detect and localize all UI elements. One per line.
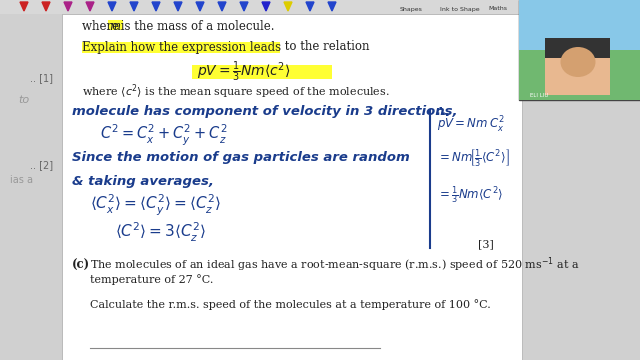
Polygon shape xyxy=(130,2,138,11)
Polygon shape xyxy=(284,2,292,11)
Ellipse shape xyxy=(561,47,595,77)
Text: $= \frac{1}{3}Nm\langle C^2\rangle$: $= \frac{1}{3}Nm\langle C^2\rangle$ xyxy=(437,184,503,206)
Text: [3]: [3] xyxy=(478,239,494,249)
Polygon shape xyxy=(108,2,116,11)
Polygon shape xyxy=(328,2,336,11)
Text: ELI LIU: ELI LIU xyxy=(530,93,548,98)
Text: & taking averages,: & taking averages, xyxy=(72,175,214,189)
Text: $\langle C_x^2 \rangle = \langle C_y^2 \rangle = \langle C_z^2 \rangle$: $\langle C_x^2 \rangle = \langle C_y^2 \… xyxy=(90,193,221,217)
Bar xyxy=(192,65,332,79)
Bar xyxy=(62,14,522,360)
Text: Shapes: Shapes xyxy=(400,6,423,12)
Bar xyxy=(0,0,640,14)
Polygon shape xyxy=(262,2,270,11)
Bar xyxy=(545,38,610,58)
Polygon shape xyxy=(196,2,204,11)
Text: (c): (c) xyxy=(72,258,90,271)
Polygon shape xyxy=(152,2,160,11)
Polygon shape xyxy=(306,2,314,11)
Polygon shape xyxy=(42,2,50,11)
Text: ∴.: ∴. xyxy=(435,105,450,119)
Text: to: to xyxy=(18,95,29,105)
Text: Maths: Maths xyxy=(488,6,507,12)
Bar xyxy=(82,42,280,53)
Bar xyxy=(545,40,610,95)
Polygon shape xyxy=(174,2,182,11)
Bar xyxy=(108,20,123,30)
Text: ias a: ias a xyxy=(10,175,33,185)
Text: Since the motion of gas particles are random: Since the motion of gas particles are ra… xyxy=(72,152,410,165)
Bar xyxy=(519,50,640,100)
Text: where $\langle c^2\rangle$ is the mean square speed of the molecules.: where $\langle c^2\rangle$ is the mean s… xyxy=(82,83,390,101)
Text: $pV = \frac{1}{3}Nm\langle c^2\rangle$: $pV = \frac{1}{3}Nm\langle c^2\rangle$ xyxy=(197,60,291,84)
Polygon shape xyxy=(240,2,248,11)
Text: The molecules of an ideal gas have a root-mean-square (r.m.s.) speed of 520 ms$^: The molecules of an ideal gas have a roo… xyxy=(90,256,579,274)
Text: m: m xyxy=(109,21,120,33)
Polygon shape xyxy=(64,2,72,11)
Text: .. [2]: .. [2] xyxy=(30,160,53,170)
Polygon shape xyxy=(218,2,226,11)
Text: Ink to Shape: Ink to Shape xyxy=(440,6,479,12)
Text: $C^2 = C_x^2 + C_y^2 + C_z^2$: $C^2 = C_x^2 + C_y^2 + C_z^2$ xyxy=(100,122,228,148)
Bar xyxy=(0,14,62,360)
Polygon shape xyxy=(86,2,94,11)
Text: .. [1]: .. [1] xyxy=(30,73,53,83)
Text: to the relation: to the relation xyxy=(281,40,369,54)
Text: $\langle C^2 \rangle = 3\langle C_z^2 \rangle$: $\langle C^2 \rangle = 3\langle C_z^2 \r… xyxy=(115,220,206,244)
Text: where: where xyxy=(82,21,123,33)
Polygon shape xyxy=(20,2,28,11)
Bar xyxy=(519,0,640,50)
Text: $= Nm\!\left[\frac{1}{3}\langle C^2\rangle\right]$: $= Nm\!\left[\frac{1}{3}\langle C^2\rang… xyxy=(437,147,510,167)
Text: temperature of 27 °C.: temperature of 27 °C. xyxy=(90,275,213,285)
Text: is the mass of a molecule.: is the mass of a molecule. xyxy=(117,21,275,33)
Bar xyxy=(519,0,640,100)
Text: Calculate the r.m.s. speed of the molecules at a temperature of 100 °C.: Calculate the r.m.s. speed of the molecu… xyxy=(90,300,491,310)
Text: molecule has component of velocity in 3 directions,: molecule has component of velocity in 3 … xyxy=(72,105,458,118)
Text: $pV = Nm\,C_x^2$: $pV = Nm\,C_x^2$ xyxy=(437,115,504,135)
Text: Explain how the expression leads: Explain how the expression leads xyxy=(82,40,281,54)
Bar xyxy=(522,14,640,360)
